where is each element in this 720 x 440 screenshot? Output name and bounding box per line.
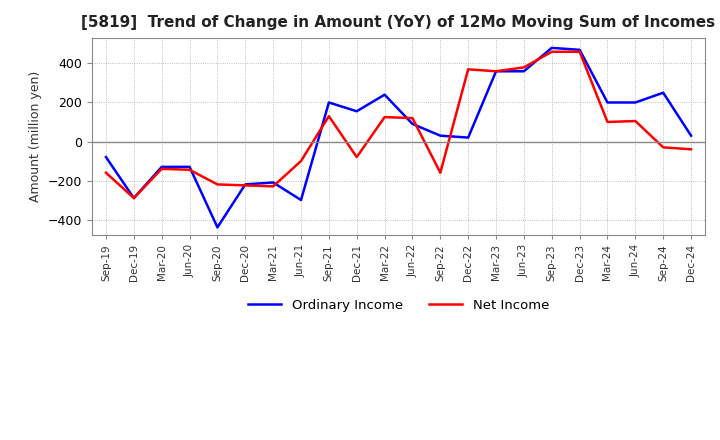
Ordinary Income (603, 100, 612, 105)
Net Income (158, 166, 166, 172)
Net Income (352, 154, 361, 160)
Ordinary Income (380, 92, 389, 97)
Ordinary Income (352, 109, 361, 114)
Ordinary Income (631, 100, 639, 105)
Net Income (380, 114, 389, 120)
Net Income (631, 118, 639, 124)
Net Income (547, 49, 556, 55)
Net Income (325, 114, 333, 119)
Legend: Ordinary Income, Net Income: Ordinary Income, Net Income (243, 293, 554, 317)
Ordinary Income (575, 47, 584, 52)
Net Income (213, 182, 222, 187)
Net Income (575, 49, 584, 55)
Net Income (520, 65, 528, 70)
Ordinary Income (269, 180, 277, 185)
Net Income (436, 170, 445, 176)
Net Income (492, 69, 500, 74)
Ordinary Income (464, 135, 472, 140)
Ordinary Income (213, 225, 222, 230)
Line: Ordinary Income: Ordinary Income (106, 48, 691, 227)
Ordinary Income (158, 164, 166, 169)
Ordinary Income (659, 90, 667, 95)
Net Income (130, 195, 138, 201)
Line: Net Income: Net Income (106, 52, 691, 198)
Ordinary Income (492, 69, 500, 74)
Net Income (241, 183, 250, 188)
Ordinary Income (297, 198, 305, 203)
Y-axis label: Amount (million yen): Amount (million yen) (30, 71, 42, 202)
Net Income (408, 115, 417, 121)
Net Income (659, 145, 667, 150)
Net Income (603, 119, 612, 125)
Ordinary Income (102, 154, 110, 160)
Title: [5819]  Trend of Change in Amount (YoY) of 12Mo Moving Sum of Incomes: [5819] Trend of Change in Amount (YoY) o… (81, 15, 716, 30)
Net Income (297, 158, 305, 164)
Ordinary Income (130, 195, 138, 201)
Net Income (102, 170, 110, 176)
Net Income (269, 184, 277, 189)
Ordinary Income (185, 164, 194, 169)
Ordinary Income (436, 133, 445, 138)
Ordinary Income (241, 182, 250, 187)
Ordinary Income (687, 133, 696, 138)
Net Income (185, 167, 194, 172)
Net Income (687, 147, 696, 152)
Ordinary Income (325, 100, 333, 105)
Ordinary Income (547, 45, 556, 51)
Ordinary Income (520, 69, 528, 74)
Net Income (464, 67, 472, 72)
Ordinary Income (408, 121, 417, 127)
